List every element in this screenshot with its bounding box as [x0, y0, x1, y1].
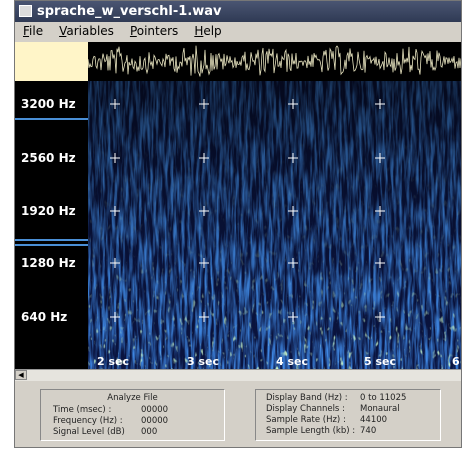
window-title: sprache_w_verschl-1.wav [37, 1, 222, 22]
field-value: 44100 [360, 415, 387, 425]
scrollbar[interactable]: ◀ [15, 369, 461, 381]
panel-title: Analyze File [41, 393, 224, 403]
time-label: 4 sec [276, 355, 308, 368]
menu-item[interactable]: File [23, 22, 43, 41]
field-value: 00000 [141, 405, 168, 415]
menu-item[interactable]: Pointers [130, 22, 178, 41]
menu-bar: File Variables Pointers Help [15, 22, 461, 41]
frequency-label: 2560 Hz [21, 151, 76, 165]
spectrogram-shade [88, 81, 461, 369]
time-label: 5 sec [364, 355, 396, 368]
waveform-label-area [15, 42, 88, 81]
page: sprache_w_verschl-1.wav File Variables Poi… [0, 0, 467, 452]
time-label: 6 [452, 355, 460, 368]
frequency-axis: 3200 Hz 2560 Hz 1920 Hz 1280 Hz 640 Hz [15, 81, 88, 369]
frequency-label: 640 Hz [21, 310, 67, 324]
menu-item[interactable]: Help [194, 22, 221, 41]
frequency-label: 3200 Hz [21, 97, 76, 111]
frequency-label: 1920 Hz [21, 204, 76, 218]
field-value: 740 [360, 426, 376, 436]
frequency-label: 1280 Hz [21, 256, 76, 270]
marker-line [15, 118, 88, 120]
field-label: Display Band (Hz) : [266, 393, 348, 403]
field-label: Time (msec) : [53, 405, 111, 415]
analyze-panel: Analyze File Time (msec) : 00000 Frequen… [40, 389, 225, 441]
window-icon [19, 5, 32, 17]
field-label: Sample Rate (Hz) : [266, 415, 346, 425]
time-label: 3 sec [187, 355, 219, 368]
field-label: Sample Length (kb) : [266, 426, 355, 436]
time-label: 2 sec [97, 355, 129, 368]
field-label: Display Channels : [266, 404, 345, 414]
marker-line [15, 244, 88, 246]
field-label: Signal Level (dB) [53, 427, 125, 437]
app-window: sprache_w_verschl-1.wav File Variables Poi… [14, 0, 462, 448]
title-bar: sprache_w_verschl-1.wav [15, 1, 461, 22]
spectrogram-view: 2 sec 3 sec 4 sec 5 sec 6 [88, 42, 461, 369]
field-label: Frequency (Hz) : [53, 416, 123, 426]
field-value: 00000 [141, 416, 168, 426]
marker-line [15, 239, 88, 241]
menu-item[interactable]: Variables [59, 22, 114, 41]
field-value: 0 to 11025 [360, 393, 406, 403]
field-value: 000 [141, 427, 157, 437]
field-value: Monaural [360, 404, 400, 414]
display-panel: Display Band (Hz) : 0 to 11025 Display C… [255, 389, 441, 441]
scroll-left[interactable]: ◀ [15, 370, 27, 380]
